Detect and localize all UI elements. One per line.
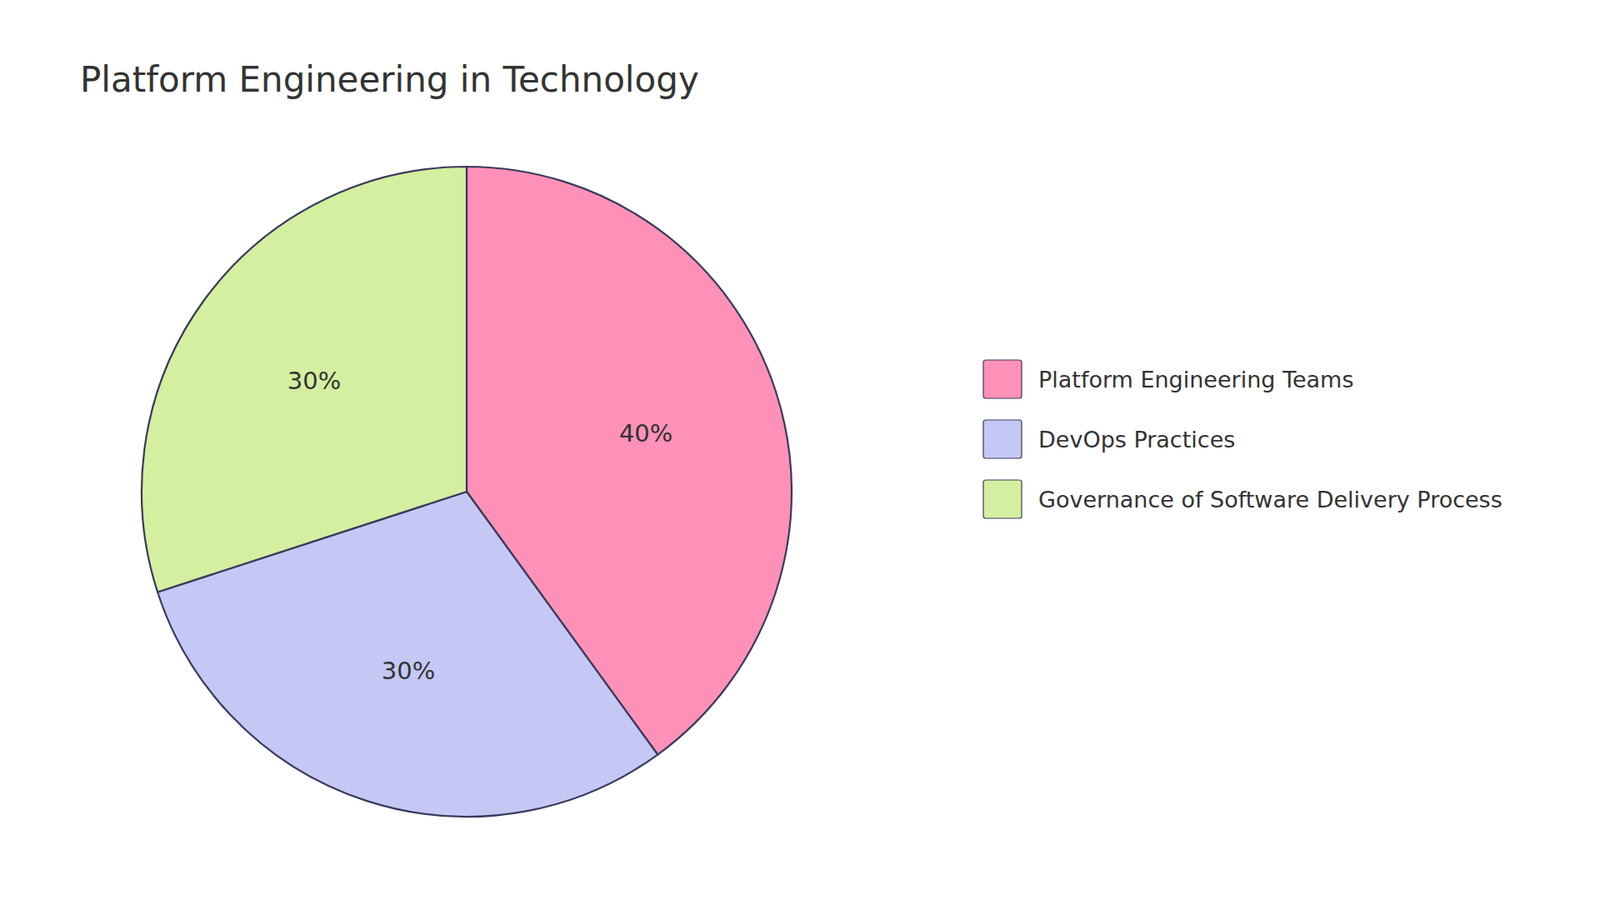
legend-swatch — [983, 360, 1022, 399]
legend-label: Platform Engineering Teams — [1038, 366, 1354, 393]
legend-swatch — [983, 420, 1022, 459]
data-labels: 40% 30% 30% — [287, 366, 674, 685]
data-label: 30% — [287, 366, 341, 395]
chart-container: Platform Engineering in Technology 40% 30%… — [0, 0, 1600, 900]
chart-svg: Platform Engineering in Technology 40% 30%… — [0, 0, 1600, 900]
legend: Platform Engineering Teams DevOps Practic… — [983, 360, 1503, 519]
legend-label: DevOps Practices — [1038, 426, 1235, 453]
chart-title: Platform Engineering in Technology — [80, 59, 700, 100]
pie-slice — [141, 166, 467, 593]
data-label: 30% — [381, 656, 435, 685]
pie-slices — [141, 166, 792, 817]
data-label: 40% — [619, 419, 673, 448]
legend-swatch — [983, 480, 1022, 519]
legend-label: Governance of Software Delivery Process — [1038, 486, 1503, 513]
background — [0, 0, 1600, 900]
